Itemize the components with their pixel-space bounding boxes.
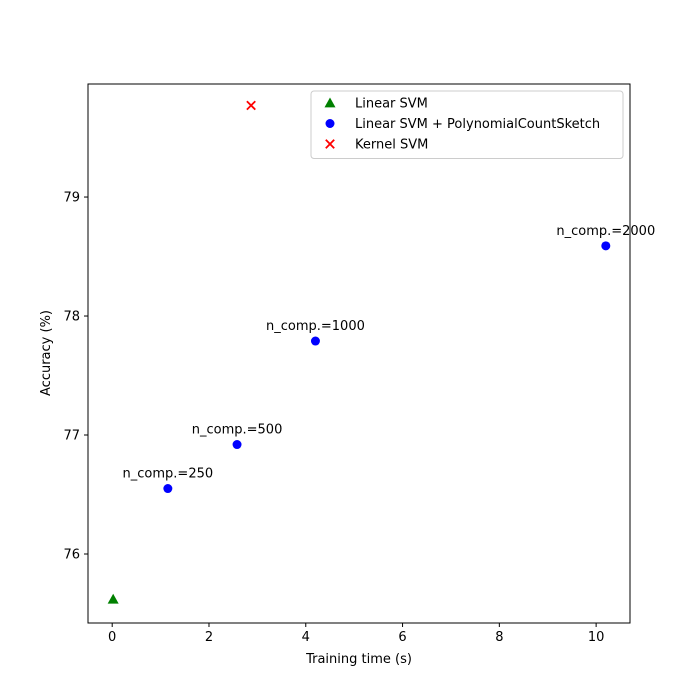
data-point: [232, 440, 242, 450]
x-axis-label: Training time (s): [305, 652, 412, 667]
point-annotations: n_comp.=250 n_comp.=500 n_comp.=1000 n_comp…: [123, 224, 656, 482]
legend-label: Kernel SVM: [355, 138, 428, 153]
point-annotation: n_comp.=1000: [266, 319, 365, 334]
y-tick-label: 79: [63, 191, 80, 206]
legend-label: Linear SVM + PolynomialCountSketch: [355, 117, 600, 132]
y-axis-ticks: 76 77 78 79: [63, 191, 88, 562]
legend-marker: [325, 119, 335, 128]
x-tick-label: 4: [302, 630, 310, 645]
x-tick-label: 2: [205, 630, 213, 645]
data-point: [310, 336, 320, 346]
point-annotation: n_comp.=500: [192, 423, 283, 438]
data-marks: [107, 100, 611, 604]
legend-marker: [325, 139, 335, 149]
data-point: [107, 593, 119, 604]
y-tick-label: 77: [63, 429, 80, 444]
data-point: [601, 241, 611, 251]
legend-box: [310, 90, 624, 159]
legend: Linear SVM Linear SVM + PolynomialCountSk…: [310, 90, 624, 159]
point-annotation: n_comp.=2000: [556, 224, 655, 239]
x-tick-label: 10: [588, 630, 605, 645]
x-axis-ticks: 0 2 4 6 8 10: [108, 623, 604, 645]
y-axis-label: Accuracy (%): [39, 310, 54, 396]
point-annotation: n_comp.=250: [123, 467, 214, 482]
data-point: [163, 484, 173, 494]
x-tick-label: 6: [398, 630, 406, 645]
x-tick-label: 8: [495, 630, 503, 645]
y-tick-label: 76: [63, 547, 80, 562]
legend-label: Linear SVM: [355, 97, 428, 112]
y-tick-label: 78: [63, 310, 80, 325]
data-point: [246, 100, 256, 111]
plot-frame: [87, 83, 631, 624]
x-tick-label: 0: [108, 630, 116, 645]
legend-marker: [324, 97, 336, 108]
